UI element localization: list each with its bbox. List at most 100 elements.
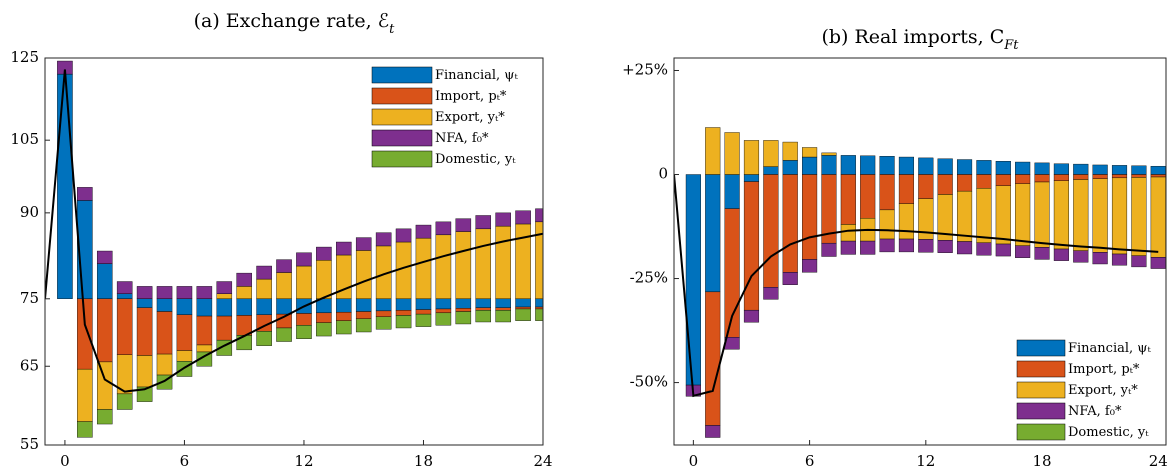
bar-segment bbox=[840, 240, 856, 255]
bar-segment bbox=[1053, 174, 1069, 181]
bar-segment bbox=[956, 190, 973, 242]
bar-segment bbox=[535, 306, 543, 310]
bar-segment bbox=[1092, 252, 1108, 265]
bar-segment bbox=[705, 127, 721, 175]
legend-swatch bbox=[1016, 402, 1066, 420]
chart-title: (b) Real imports, CFt bbox=[821, 26, 1019, 53]
y-tick-label: 65 bbox=[20, 356, 39, 374]
bar-segment bbox=[840, 174, 856, 225]
bar-segment bbox=[898, 156, 915, 175]
legend-label: Financial, ψₜ bbox=[1068, 341, 1151, 356]
bar-segment bbox=[375, 298, 392, 312]
bar-segment bbox=[276, 327, 292, 342]
bar-segment bbox=[256, 278, 272, 299]
bar-segment bbox=[355, 318, 372, 333]
bar-segment bbox=[375, 232, 392, 247]
bar-segment bbox=[296, 325, 312, 339]
bar-segment bbox=[879, 156, 895, 175]
bar-segment bbox=[475, 307, 492, 311]
bar-segment bbox=[176, 298, 193, 315]
bar-segment bbox=[1131, 174, 1147, 178]
bar-segment bbox=[782, 272, 798, 285]
bar-segment bbox=[415, 224, 432, 239]
bar-segment bbox=[1053, 248, 1069, 261]
bar-segment bbox=[96, 298, 113, 363]
legend-swatch bbox=[1016, 360, 1066, 378]
bar-segment bbox=[879, 238, 895, 253]
bar-segment bbox=[355, 298, 372, 312]
bar-segment bbox=[1053, 163, 1069, 175]
legend-label: NFA, f₀* bbox=[435, 131, 489, 146]
bar-segment bbox=[956, 174, 973, 192]
bar-segment bbox=[455, 231, 472, 299]
bar-segment bbox=[395, 310, 412, 316]
bar-segment bbox=[763, 174, 779, 288]
bar-segment bbox=[743, 140, 760, 175]
bar-segment bbox=[535, 208, 543, 223]
bar-segment bbox=[316, 246, 332, 261]
bar-segment bbox=[898, 238, 915, 253]
bar-segment bbox=[77, 368, 93, 422]
y-tick-label: 90 bbox=[20, 203, 39, 221]
bar-segment bbox=[1111, 177, 1128, 255]
bar-segment bbox=[296, 265, 312, 299]
bar-segment bbox=[96, 263, 113, 299]
y-tick-label: 55 bbox=[20, 435, 39, 453]
bar-segment bbox=[156, 353, 173, 376]
bar-segment bbox=[276, 272, 292, 299]
bar-segment bbox=[355, 250, 372, 299]
bar-segment bbox=[782, 174, 798, 273]
bar-segment bbox=[956, 241, 973, 255]
bar-segment bbox=[336, 241, 352, 256]
bar-segment bbox=[1111, 165, 1128, 175]
bar-segment bbox=[77, 187, 93, 201]
bar-segment bbox=[515, 306, 531, 310]
bar-segment bbox=[236, 286, 252, 299]
bar-segment bbox=[937, 174, 953, 195]
bar-segment bbox=[937, 240, 953, 253]
plot-frame bbox=[44, 57, 544, 446]
legend-label: Import, pₜ* bbox=[435, 89, 507, 104]
bar-segment bbox=[535, 298, 543, 308]
bar-segment bbox=[860, 240, 876, 255]
bar-segment bbox=[415, 298, 432, 310]
bar-segment bbox=[976, 174, 992, 189]
bar-segment bbox=[276, 259, 292, 273]
bar-segment bbox=[898, 174, 915, 204]
bar-segment bbox=[937, 158, 953, 175]
bar-segment bbox=[1015, 245, 1031, 258]
bar-segment bbox=[763, 166, 779, 175]
bar-segment bbox=[216, 293, 233, 299]
bar-segment bbox=[1034, 247, 1050, 260]
bar-segment bbox=[136, 298, 153, 308]
bar-segment bbox=[1092, 174, 1108, 179]
chart-title: (a) Exchange rate, ℰt bbox=[194, 10, 396, 37]
bar-segment bbox=[821, 242, 837, 257]
bar-segment bbox=[763, 287, 779, 300]
bar-segment bbox=[535, 221, 543, 299]
plot-area bbox=[45, 60, 543, 438]
legend-label: Domestic, yₜ bbox=[1068, 425, 1149, 440]
bar-segment bbox=[1150, 176, 1166, 258]
bar-segment bbox=[802, 259, 818, 273]
bar-segment bbox=[435, 298, 452, 310]
bar-segment bbox=[1092, 178, 1108, 253]
legend-swatch bbox=[371, 108, 433, 126]
x-tick-label: 0 bbox=[689, 452, 699, 470]
y-tick-label: 0 bbox=[658, 165, 668, 183]
bar-segment bbox=[116, 393, 133, 410]
bar-segment bbox=[375, 310, 392, 317]
x-tick-label: 0 bbox=[60, 452, 70, 470]
bar-segment bbox=[1131, 255, 1147, 268]
x-tick-label: 24 bbox=[1149, 452, 1168, 470]
bar-segment bbox=[156, 286, 173, 299]
bar-segment bbox=[898, 203, 915, 240]
bar-segment bbox=[743, 309, 760, 323]
bar-segment bbox=[455, 311, 472, 325]
bar-segment bbox=[918, 239, 934, 253]
bar-segment bbox=[705, 174, 721, 293]
plot-frame bbox=[673, 57, 1167, 446]
bar-segment bbox=[802, 156, 818, 175]
bar-segment bbox=[336, 298, 352, 313]
